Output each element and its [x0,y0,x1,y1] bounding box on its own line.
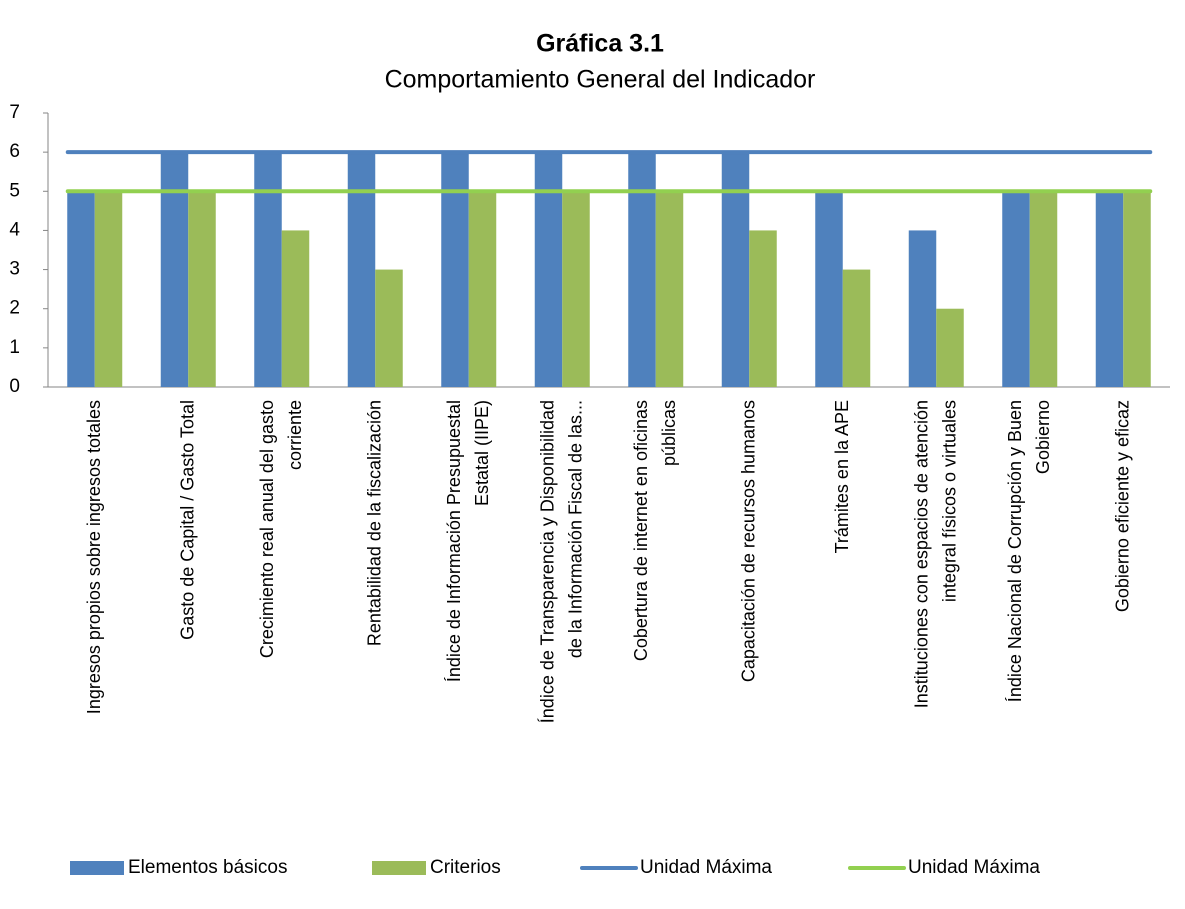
bar [188,191,216,387]
x-tick-label: Índice de Información Presupuestal Estata… [444,400,492,682]
bar [94,191,123,387]
y-tick-label: 3 [9,259,20,280]
y-tick-label: 4 [9,219,20,240]
bar [908,230,937,387]
x-tick-label: Capacitación de recursos humanos [738,400,758,682]
bar [281,230,310,387]
x-tick-label: Gasto de Capital / Gasto Total [177,400,197,640]
y-tick-label: 0 [9,376,20,397]
x-tick-label: Índice Nacional de Corrupción y Buen Gobi… [1005,400,1053,702]
y-tick-label: 6 [9,141,20,162]
x-tick-label: Trámites en la APE [832,400,852,553]
bar [628,152,656,387]
chart-subtitle: Comportamiento General del Indicador [385,66,816,94]
bar [815,191,843,387]
x-tick-label: Gobierno eficiente y eficaz [1112,400,1132,612]
bar [721,152,750,387]
legend-swatch [372,861,426,875]
bar [1029,191,1058,387]
bar [842,269,871,387]
bar [254,152,282,387]
bar [1095,191,1124,387]
x-tick-label: Crecimiento real anual del gasto corrient… [257,400,305,658]
bar [67,191,95,387]
legend-label: Elementos básicos [128,857,287,878]
bar [1123,191,1151,387]
bar [347,152,376,387]
bar [655,191,684,387]
x-tick-label: Índice de Transparencia y Disponibilidad… [537,400,585,723]
bar [749,230,777,387]
y-tick-label: 5 [9,180,20,201]
y-tick-label: 2 [9,298,20,319]
bar [441,152,469,387]
x-tick-label: Cobertura de internet en oficinas pública… [631,400,679,661]
y-tick-label: 7 [9,102,20,123]
x-tick-label: Rentabilidad de la fiscalización [364,400,384,646]
bar [936,308,964,387]
legend-swatch [70,861,124,875]
legend-label: Criterios [430,857,501,878]
y-tick-label: 1 [9,337,20,358]
bar [375,269,403,387]
bar [1002,191,1030,387]
bar [468,191,497,387]
legend-label: Unidad Máxima [640,857,772,878]
bar [160,152,189,387]
chart-title: Gráfica 3.1 [536,30,664,58]
legend-label: Unidad Máxima [908,857,1040,878]
x-tick-label: Ingresos propios sobre ingresos totales [84,400,104,714]
bar [534,152,563,387]
bar [562,191,590,387]
x-tick-label: Instituciones con espacios de atención in… [911,400,959,708]
